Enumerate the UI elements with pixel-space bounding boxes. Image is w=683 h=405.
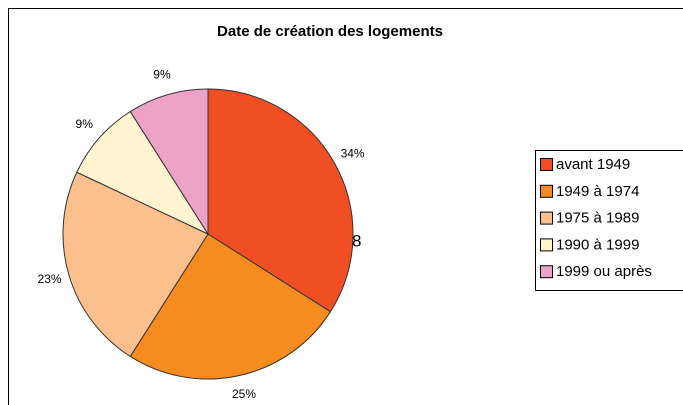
pie-slice <box>129 233 332 380</box>
data-label: 25% <box>232 387 256 401</box>
legend-box <box>535 150 683 291</box>
pie-slice <box>207 88 354 313</box>
legend-swatch <box>540 265 553 279</box>
pie-slice <box>129 88 209 236</box>
data-label: 23% <box>38 272 62 286</box>
legend-swatch <box>540 184 553 198</box>
pie-slice <box>76 110 210 236</box>
data-label: 9% <box>153 68 171 82</box>
legend-swatch <box>540 211 553 225</box>
data-label: 34% <box>341 147 365 161</box>
legend-label: 1949 à 1974 <box>556 183 639 200</box>
legend-label: 1975 à 1989 <box>556 210 639 227</box>
legend-label: 1999 ou après <box>556 263 652 280</box>
legend-label: 1990 à 1999 <box>556 236 639 253</box>
legend-label: avant 1949 <box>556 156 630 173</box>
chart-title: Date de création des logements <box>217 23 443 40</box>
data-label: 9% <box>76 117 94 131</box>
legend-swatch <box>540 158 553 171</box>
pie-slice <box>62 171 209 358</box>
legend-swatch <box>540 238 553 252</box>
